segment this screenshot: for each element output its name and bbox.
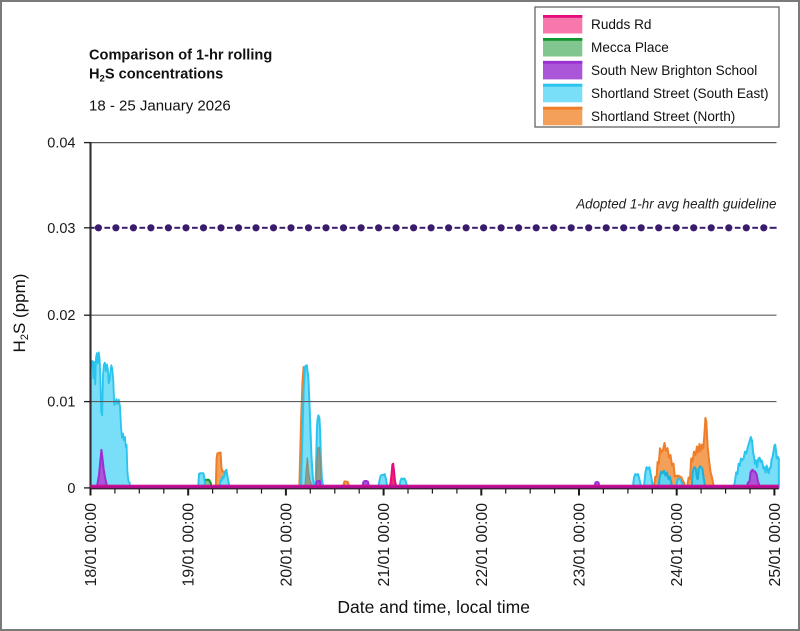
svg-text:24/01 00:00: 24/01 00:00	[669, 503, 686, 587]
svg-text:18 - 25 January 2026: 18 - 25 January 2026	[89, 98, 231, 115]
svg-text:H2S (ppm): H2S (ppm)	[10, 274, 31, 353]
svg-text:H2S concentrations: H2S concentrations	[89, 67, 223, 85]
svg-text:0.04: 0.04	[47, 136, 75, 152]
svg-text:Date and time, local time: Date and time, local time	[337, 597, 530, 617]
svg-text:Adopted 1-hr avg health guidel: Adopted 1-hr avg health guideline	[575, 197, 776, 212]
svg-text:Rudds Rd: Rudds Rd	[591, 17, 651, 32]
svg-text:18/01 00:00: 18/01 00:00	[83, 503, 100, 587]
svg-text:South New Brighton School: South New Brighton School	[591, 63, 757, 78]
svg-text:Comparison of 1-hr rolling: Comparison of 1-hr rolling	[89, 48, 272, 64]
svg-text:22/01 00:00: 22/01 00:00	[474, 503, 491, 587]
svg-text:23/01 00:00: 23/01 00:00	[572, 503, 589, 587]
svg-text:25/01 00:00: 25/01 00:00	[767, 503, 784, 587]
svg-text:21/01 00:00: 21/01 00:00	[376, 503, 393, 587]
svg-text:19/01 00:00: 19/01 00:00	[181, 503, 198, 587]
svg-text:20/01 00:00: 20/01 00:00	[278, 503, 295, 587]
svg-text:0: 0	[67, 481, 75, 497]
svg-text:Shortland Street (North): Shortland Street (North)	[591, 109, 735, 124]
svg-text:0.02: 0.02	[47, 308, 75, 324]
svg-text:0.01: 0.01	[47, 395, 75, 411]
svg-text:Mecca Place: Mecca Place	[591, 40, 669, 55]
svg-text:0.03: 0.03	[47, 221, 75, 237]
svg-text:Shortland Street (South East): Shortland Street (South East)	[591, 86, 769, 101]
